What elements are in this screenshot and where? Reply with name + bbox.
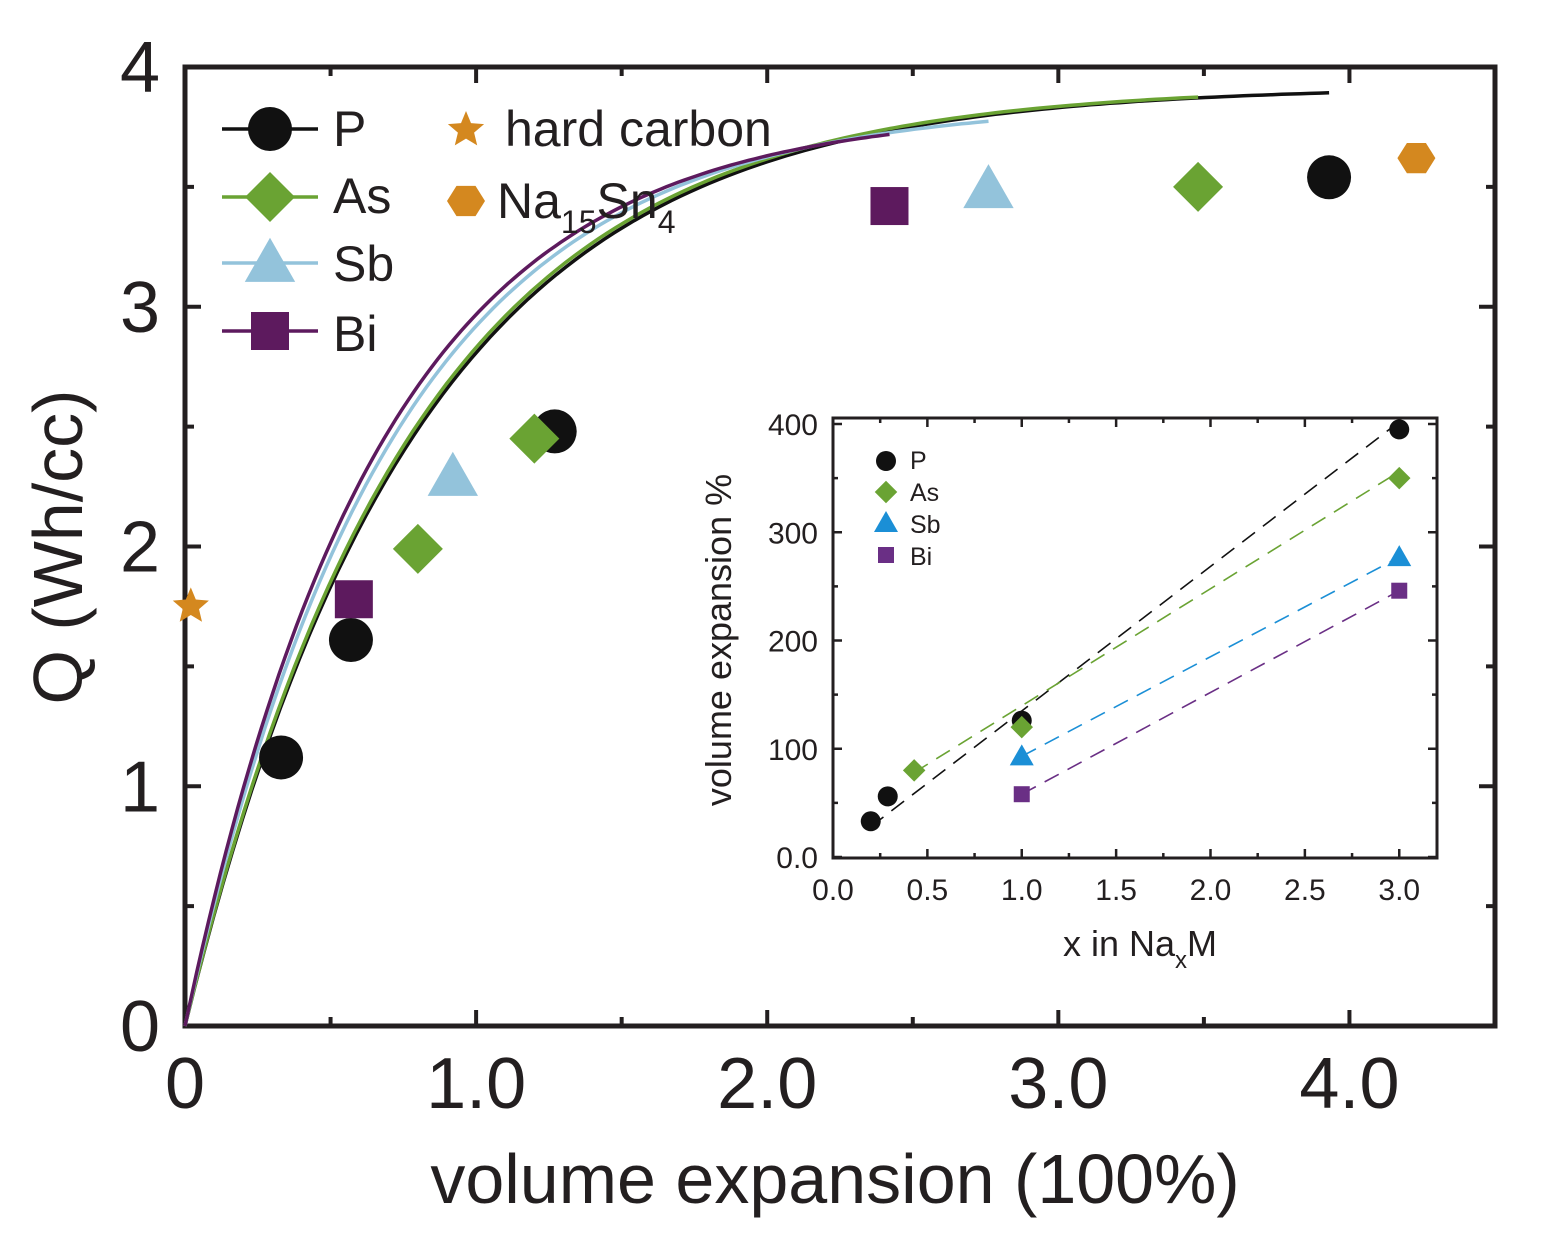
legend-marker-as bbox=[245, 172, 295, 222]
inset-x-tick-label: 2.5 bbox=[1284, 874, 1326, 907]
main-x-tick-label: 1.0 bbox=[426, 1044, 526, 1124]
legend-label-bi: Bi bbox=[333, 306, 377, 362]
inset-y-tick-label: 200 bbox=[768, 626, 818, 659]
legend-marker-p bbox=[248, 107, 292, 151]
main-legend: P As Sb Bi hard carbon Na15Sn4 bbox=[222, 101, 772, 362]
data-point-as bbox=[1173, 161, 1224, 212]
inset-x-tick-label: 3.0 bbox=[1378, 874, 1420, 907]
main-x-tick-label: 2.0 bbox=[717, 1044, 817, 1124]
main-y-tick-label: 1 bbox=[120, 747, 160, 827]
inset-legend-label-as: As bbox=[910, 479, 939, 507]
data-point-na15sn4 bbox=[1397, 143, 1436, 174]
inset-fit-line-sb bbox=[1021, 556, 1400, 758]
inset-fit-line-as bbox=[913, 470, 1400, 774]
fit-curve-bi bbox=[183, 132, 890, 1027]
data-point-p bbox=[1307, 155, 1352, 200]
inset-legend-marker-bi bbox=[878, 547, 894, 563]
inset-y-tick-label: 0.0 bbox=[776, 842, 818, 875]
inset-legend-label-p: P bbox=[910, 447, 927, 475]
inset-data-point-sb bbox=[1009, 744, 1034, 766]
inset-x-tick-label: 1.5 bbox=[1095, 874, 1137, 907]
main-x-axis-title: volume expansion (100%) bbox=[430, 1140, 1239, 1218]
legend-marker-sb bbox=[244, 237, 296, 282]
inset-plot: 0.0 0.5 1.0 1.5 2.0 2.5 3.0 0.0 100 200 300 400 x i… bbox=[698, 409, 1439, 974]
inset-y-tick-label: 400 bbox=[768, 409, 818, 442]
data-point-p bbox=[328, 618, 373, 663]
legend-label-p: P bbox=[333, 101, 366, 157]
data-point-p bbox=[259, 735, 304, 780]
legend-marker-bi bbox=[251, 312, 289, 350]
data-point-bi bbox=[870, 187, 909, 226]
inset-fit-line-p bbox=[870, 421, 1400, 828]
inset-data-point-bi bbox=[1391, 582, 1408, 599]
legend-marker-na15sn4 bbox=[447, 185, 485, 217]
inset-y-tick-label: 100 bbox=[768, 734, 818, 767]
inset-fit-lines bbox=[870, 421, 1400, 828]
data-point-as bbox=[509, 413, 560, 464]
inset-x-tick-label: 0.5 bbox=[907, 874, 949, 907]
inset-data-point-bi bbox=[1013, 786, 1030, 803]
main-x-tick-label: 3.0 bbox=[1008, 1044, 1108, 1124]
main-y-axis-title: Q (Wh/cc) bbox=[19, 390, 97, 705]
main-x-tick-label: 0 bbox=[165, 1044, 205, 1124]
inset-x-tick-label: 1.0 bbox=[1001, 874, 1043, 907]
inset-plot-frame bbox=[831, 416, 1439, 860]
main-data-points bbox=[172, 143, 1436, 780]
legend-marker-hard-carbon bbox=[447, 111, 485, 146]
inset-data-point-as bbox=[902, 759, 926, 782]
inset-data-point-p bbox=[1389, 419, 1410, 440]
inset-legend-marker-sb bbox=[874, 511, 898, 532]
main-y-tick-label: 2 bbox=[120, 508, 160, 588]
data-point-hard-carbon bbox=[172, 587, 209, 622]
main-plot: 0 1.0 2.0 3.0 4.0 0 1 2 3 4 volume expansion (100… bbox=[19, 28, 1498, 1218]
main-x-tick-label: 4.0 bbox=[1299, 1044, 1399, 1124]
inset-legend-marker-p bbox=[876, 451, 896, 471]
inset-legend-label-bi: Bi bbox=[910, 543, 932, 571]
inset-y-tick-label: 300 bbox=[768, 517, 818, 550]
legend-label-as: As bbox=[333, 168, 391, 224]
inset-x-axis-title: x in NaxM bbox=[1063, 923, 1217, 974]
fit-curve-as bbox=[183, 95, 1199, 1027]
main-y-tick-label: 4 bbox=[120, 28, 160, 108]
main-y-tick-label: 0 bbox=[120, 987, 160, 1067]
inset-data-points bbox=[860, 419, 1412, 832]
main-y-tick-label: 3 bbox=[120, 268, 160, 348]
inset-legend: P As Sb Bi bbox=[874, 447, 941, 571]
inset-legend-label-sb: Sb bbox=[910, 511, 941, 539]
inset-legend-marker-as bbox=[874, 480, 898, 504]
inset-data-point-sb bbox=[1387, 545, 1412, 567]
inset-x-tick-label: 0.0 bbox=[812, 874, 854, 907]
inset-fit-line-bi bbox=[1021, 590, 1400, 795]
inset-data-point-p bbox=[860, 811, 881, 832]
data-point-as bbox=[392, 523, 443, 574]
data-point-bi bbox=[334, 580, 373, 619]
legend-label-na15sn4: Na15Sn4 bbox=[497, 173, 675, 240]
main-fit-curves bbox=[183, 91, 1330, 1027]
inset-data-point-as bbox=[1388, 466, 1411, 490]
legend-label-sb: Sb bbox=[333, 236, 394, 292]
inset-ticks: 0.0 0.5 1.0 1.5 2.0 2.5 3.0 0.0 100 200 300 400 bbox=[768, 409, 1437, 907]
main-ticks: 0 1.0 2.0 3.0 4.0 0 1 2 3 4 bbox=[120, 28, 1495, 1124]
data-point-sb bbox=[963, 164, 1014, 209]
inset-data-point-as bbox=[1010, 715, 1033, 739]
inset-y-axis-title: volume expansion % bbox=[698, 474, 739, 806]
legend-label-hard-carbon: hard carbon bbox=[505, 101, 772, 157]
inset-data-point-p bbox=[877, 786, 898, 807]
inset-x-tick-label: 2.0 bbox=[1190, 874, 1232, 907]
data-point-sb bbox=[427, 451, 479, 496]
